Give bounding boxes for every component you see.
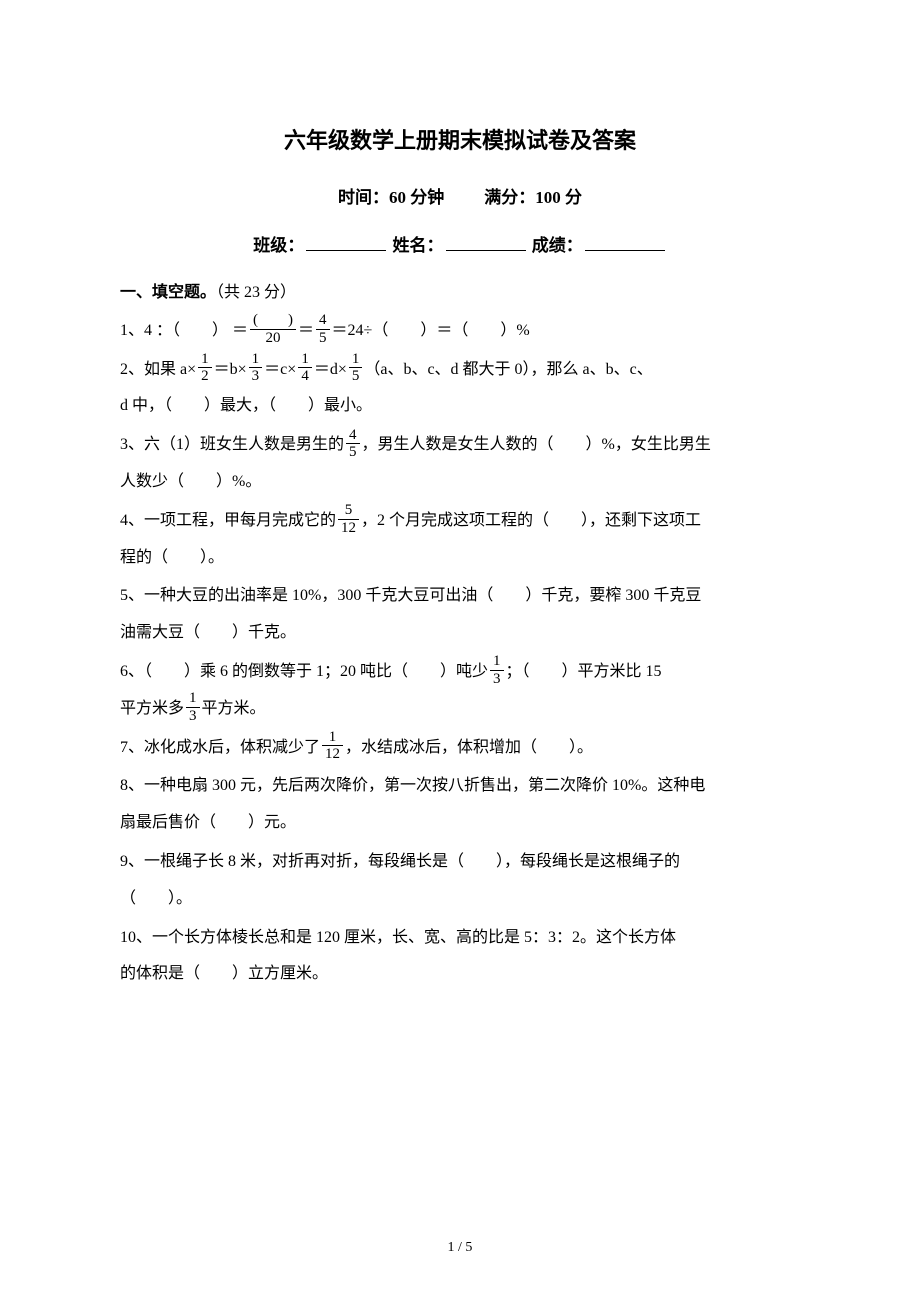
grade-label: 成绩：	[532, 236, 583, 255]
q7-fraction: 112	[322, 729, 343, 763]
q2-fraction-1: 12	[198, 351, 212, 385]
q2-text-4: ＝d×	[314, 361, 347, 378]
q2-fraction-3: 14	[298, 351, 312, 385]
q10-text-1: 10、一个长方体棱长总和是 120 厘米，长、宽、高的比是 5：3：2。这个长方…	[120, 929, 676, 946]
q3-fraction: 45	[346, 427, 360, 461]
q6-text-2: ；（ ）平方米比 15	[506, 663, 662, 680]
exam-title: 六年级数学上册期末模拟试卷及答案	[120, 120, 800, 162]
class-blank[interactable]	[306, 250, 386, 251]
question-6: 6、（ ）乘 6 的倒数等于 1；20 吨比（ ）吨少13；（ ）平方米比 15…	[120, 654, 800, 728]
q6-text-1: 6、（ ）乘 6 的倒数等于 1；20 吨比（ ）吨少	[120, 663, 488, 680]
q6-fraction-1: 13	[490, 653, 504, 687]
section-points: （共 23 分）	[216, 284, 296, 301]
q4-fraction: 512	[338, 502, 359, 536]
q2-text-2: ＝b×	[214, 361, 247, 378]
q1-eq-1: ＝	[298, 322, 314, 339]
q9-text-1: 9、一根绳子长 8 米，对折再对折，每段绳长是（ ），每段绳长是这根绳子的	[120, 853, 680, 870]
q8-text-1: 8、一种电扇 300 元，先后两次降价，第一次按八折售出，第二次降价 10%。这…	[120, 777, 705, 794]
section-1-heading: 一、填空题。（共 23 分）	[120, 278, 800, 308]
q4-text-1: 4、一项工程，甲每月完成它的	[120, 512, 336, 529]
q3-text-1: 3、六（1）班女生人数是男生的	[120, 436, 344, 453]
q1-fraction-2: 45	[316, 312, 330, 346]
q8-text-2: 扇最后售价（ ）元。	[120, 814, 296, 831]
name-blank[interactable]	[446, 250, 526, 251]
q2-fraction-4: 15	[349, 351, 363, 385]
q1-fraction-1: ( )20	[250, 312, 296, 346]
q3-text-2: ，男生人数是女生人数的（ ）%，女生比男生	[362, 436, 711, 453]
score-label: 满分：	[484, 188, 535, 207]
q3-text-3: 人数少（ ）%。	[120, 473, 261, 490]
time-label: 时间：	[338, 188, 389, 207]
q1-text-1: 1、4 ：（ ） ＝	[120, 322, 248, 339]
question-9: 9、一根绳子长 8 米，对折再对折，每段绳长是（ ），每段绳长是这根绳子的 （ …	[120, 844, 800, 918]
name-label: 姓名：	[393, 236, 444, 255]
q7-text-2: ，水结成冰后，体积增加（ ）。	[345, 739, 593, 756]
q2-fraction-2: 13	[249, 351, 263, 385]
q7-text-1: 7、冰化成水后，体积减少了	[120, 739, 320, 756]
grade-blank[interactable]	[585, 250, 665, 251]
question-8: 8、一种电扇 300 元，先后两次降价，第一次按八折售出，第二次降价 10%。这…	[120, 768, 800, 842]
q2-text-5: （a、b、c、d 都大于 0），那么 a、b、c、	[364, 361, 652, 378]
question-10: 10、一个长方体棱长总和是 120 厘米，长、宽、高的比是 5：3：2。这个长方…	[120, 920, 800, 994]
question-7: 7、冰化成水后，体积减少了112，水结成冰后，体积增加（ ）。	[120, 730, 800, 767]
q2-text-3: ＝c×	[264, 361, 296, 378]
q6-fraction-2: 13	[186, 690, 200, 724]
q2-text-1: 2、如果 a×	[120, 361, 196, 378]
question-5: 5、一种大豆的出油率是 10%，300 千克大豆可出油（ ）千克，要榨 300 …	[120, 578, 800, 652]
exam-subtitle: 时间：60 分钟 满分：100 分	[120, 182, 800, 214]
q5-text-2: 油需大豆（ ）千克。	[120, 624, 296, 641]
q5-text-1: 5、一种大豆的出油率是 10%，300 千克大豆可出油（ ）千克，要榨 300 …	[120, 587, 701, 604]
page-footer: 1 / 5	[0, 1235, 920, 1262]
q9-text-2: （ ）。	[120, 890, 192, 907]
q2-text-6: d 中，（ ）最大，（ ）最小。	[120, 397, 372, 414]
student-info-line: 班级： 姓名： 成绩：	[120, 230, 800, 262]
score-value: 100 分	[535, 188, 582, 207]
question-2: 2、如果 a×12＝b×13＝c×14＝d×15（a、b、c、d 都大于 0），…	[120, 352, 800, 426]
q6-text-3: 平方米多	[120, 700, 184, 717]
q1-text-2: ＝24÷（ ）＝（ ）%	[332, 322, 530, 339]
class-label: 班级：	[253, 236, 304, 255]
section-title: 一、填空题。	[120, 284, 216, 301]
question-4: 4、一项工程，甲每月完成它的512，2 个月完成这项工程的（ ），还剩下这项工 …	[120, 503, 800, 577]
time-value: 60 分钟	[389, 188, 444, 207]
question-3: 3、六（1）班女生人数是男生的45，男生人数是女生人数的（ ）%，女生比男生 人…	[120, 427, 800, 501]
q4-text-3: 程的（ ）。	[120, 549, 224, 566]
q6-text-4: 平方米。	[202, 700, 266, 717]
question-1: 1、4 ：（ ） ＝( )20＝45＝24÷（ ）＝（ ）%	[120, 313, 800, 350]
q10-text-2: 的体积是（ ）立方厘米。	[120, 965, 328, 982]
q4-text-2: ，2 个月完成这项工程的（ ），还剩下这项工	[361, 512, 701, 529]
